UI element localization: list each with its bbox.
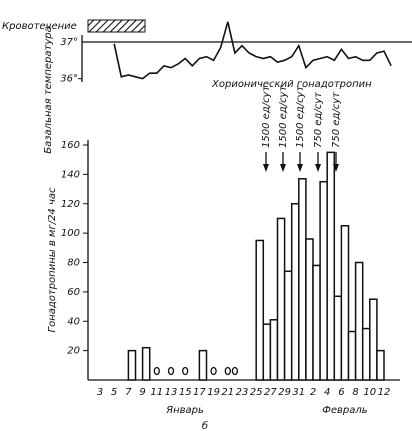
x-tick-label: 23 — [236, 387, 249, 398]
dose-label: 1500 ед/сут — [295, 85, 306, 148]
x-tick-label: 5 — [111, 387, 117, 398]
arrow-head — [315, 164, 321, 172]
annotation: Хорионический гонадотропин — [211, 79, 372, 90]
x-tick-label: 12 — [378, 387, 391, 398]
bar — [376, 349, 385, 381]
bar — [340, 225, 350, 381]
bar — [312, 264, 321, 381]
bleeding-bar — [87, 19, 146, 33]
arrow-head — [333, 164, 339, 172]
x-tick-label: 4 — [324, 387, 330, 398]
y-tick-label: 120 — [61, 199, 80, 210]
x-tick-label: 7 — [125, 387, 132, 398]
x-tick-label: 29 — [278, 387, 291, 398]
x-tick-label: 2 — [310, 387, 316, 398]
y-tick-label: 60 — [67, 287, 80, 298]
bar — [255, 239, 265, 381]
bar — [283, 270, 293, 381]
y-tick-label: 40 — [67, 316, 80, 327]
temp-tick-label: 37° — [60, 37, 78, 48]
x-tick-label: 9 — [139, 387, 145, 398]
bar — [262, 323, 272, 381]
y-axis-label: Гонадотропины в мг/24 час — [47, 187, 58, 333]
temp-axis-label: Базальная температура — [43, 26, 54, 154]
bar — [141, 346, 151, 381]
zero-mark — [167, 366, 175, 376]
zero-mark — [182, 366, 189, 376]
x-tick-label: 25 — [250, 387, 263, 398]
x-tick-label: 31 — [292, 387, 305, 398]
x-tick-label: 8 — [352, 387, 358, 398]
bar — [369, 298, 378, 381]
y-tick-label: 20 — [67, 346, 80, 357]
month-label: Февраль — [322, 405, 368, 416]
bar — [354, 261, 364, 381]
temp-tick-label: 36° — [60, 74, 78, 85]
bar — [127, 349, 137, 381]
arrow-head — [280, 164, 286, 172]
bar — [298, 178, 307, 381]
arrow-head — [297, 164, 303, 172]
x-tick-label: 6 — [338, 387, 344, 398]
zero-mark — [210, 366, 217, 376]
x-tick-label: 17 — [193, 387, 206, 398]
x-tick-label: 27 — [264, 387, 277, 398]
x-tick-label: 13 — [165, 387, 178, 398]
bleeding-label: Кровотечение — [2, 21, 77, 32]
y-tick-label: 140 — [61, 169, 80, 180]
x-tick-label: 3 — [97, 387, 103, 398]
temperature-line — [113, 21, 392, 80]
bar — [347, 330, 357, 381]
bar — [305, 238, 314, 381]
zero-mark — [153, 366, 160, 376]
y-tick-label: 100 — [61, 228, 80, 239]
dose-label: 1500 ед/сут — [278, 85, 289, 148]
bar — [326, 151, 336, 381]
y-tick-label: 160 — [61, 140, 80, 151]
month-label: Январь — [165, 405, 204, 416]
bar — [276, 217, 286, 381]
zero-mark — [224, 366, 231, 376]
panel-label: б — [202, 420, 208, 431]
dose-label: 1500 ед/сут — [261, 85, 272, 148]
x-tick-label: 10 — [363, 387, 376, 398]
bar — [333, 295, 343, 381]
dose-label: 750 ед/сут — [313, 91, 324, 148]
x-tick-label: 21 — [221, 387, 234, 398]
bar — [361, 327, 371, 381]
arrow-head — [263, 164, 269, 172]
bar — [319, 180, 328, 381]
zero-mark — [231, 366, 239, 376]
bar — [290, 203, 300, 381]
dose-label: 750 ед/сут — [331, 91, 342, 148]
x-tick-label: 15 — [179, 387, 192, 398]
y-tick-label: 80 — [67, 258, 80, 269]
bar — [269, 319, 279, 381]
x-tick-label: 11 — [150, 387, 163, 398]
x-tick-label: 19 — [207, 387, 220, 398]
bar — [198, 349, 208, 381]
